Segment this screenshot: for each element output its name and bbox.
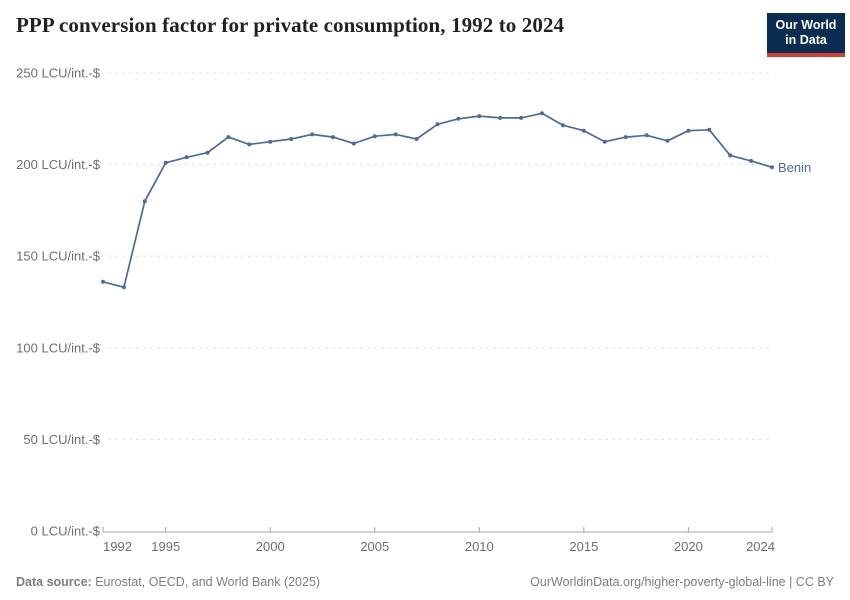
data-point bbox=[289, 137, 294, 141]
x-axis-tick-label: 2024 bbox=[746, 539, 775, 554]
data-point bbox=[581, 128, 586, 133]
data-point bbox=[205, 150, 210, 155]
data-point bbox=[456, 116, 461, 121]
x-axis-tick-label: 2005 bbox=[360, 539, 389, 554]
page-title: PPP conversion factor for private consum… bbox=[16, 13, 565, 37]
data-point bbox=[226, 135, 231, 140]
data-point bbox=[331, 135, 335, 140]
data-point bbox=[477, 114, 482, 119]
data-point bbox=[602, 139, 607, 144]
data-point bbox=[101, 279, 105, 284]
data-point bbox=[247, 142, 252, 147]
x-axis-tick-label: 2020 bbox=[674, 539, 703, 554]
series-label: Benin bbox=[778, 160, 811, 175]
chart-footer: Data source: Eurostat, OECD, and World B… bbox=[16, 575, 834, 589]
data-point bbox=[163, 160, 168, 165]
y-axis-tick-label: 100 LCU/int.-$ bbox=[16, 340, 101, 355]
data-point bbox=[310, 132, 315, 137]
data-source: Data source: Eurostat, OECD, and World B… bbox=[16, 575, 320, 589]
data-source-text: Eurostat, OECD, and World Bank (2025) bbox=[91, 575, 321, 589]
data-point bbox=[686, 128, 691, 133]
data-point bbox=[268, 139, 273, 144]
x-axis-tick-label: 2010 bbox=[465, 539, 494, 554]
x-axis-tick-label: 1995 bbox=[151, 539, 180, 554]
data-point bbox=[519, 115, 524, 120]
y-axis-tick-label: 50 LCU/int.-$ bbox=[23, 432, 100, 447]
data-point bbox=[372, 134, 377, 139]
data-point bbox=[749, 158, 754, 163]
data-point bbox=[644, 133, 649, 138]
y-axis-tick-label: 150 LCU/int.-$ bbox=[16, 249, 101, 264]
x-axis-tick-label: 2015 bbox=[569, 539, 598, 554]
y-axis-tick-label: 200 LCU/int.-$ bbox=[16, 157, 101, 172]
data-point bbox=[498, 115, 503, 120]
data-point bbox=[665, 138, 670, 143]
x-axis-tick-label: 2000 bbox=[256, 539, 285, 554]
data-point bbox=[121, 285, 126, 290]
credit-link[interactable]: OurWorldinData.org/higher-poverty-global… bbox=[530, 575, 834, 589]
owid-logo-line1: Our World bbox=[775, 18, 837, 32]
y-axis-tick-label: 250 LCU/int.-$ bbox=[16, 66, 101, 81]
data-line bbox=[102, 112, 773, 289]
owid-logo-line2: in Data bbox=[785, 33, 827, 48]
data-point bbox=[184, 155, 189, 160]
data-point bbox=[142, 199, 147, 204]
data-point bbox=[351, 141, 356, 146]
data-point bbox=[393, 132, 398, 137]
data-point bbox=[623, 135, 628, 140]
data-point bbox=[770, 165, 774, 170]
data-point bbox=[728, 153, 733, 158]
data-point bbox=[560, 123, 565, 128]
x-axis-tick-label: 1992 bbox=[103, 539, 132, 554]
data-point bbox=[435, 122, 440, 127]
data-point bbox=[414, 137, 419, 141]
data-point bbox=[540, 111, 544, 116]
owid-logo[interactable]: Our World in Data bbox=[767, 13, 845, 57]
data-point bbox=[707, 127, 712, 132]
data-source-label: Data source: bbox=[16, 575, 92, 589]
y-axis-tick-label: 0 LCU/int.-$ bbox=[31, 524, 101, 539]
